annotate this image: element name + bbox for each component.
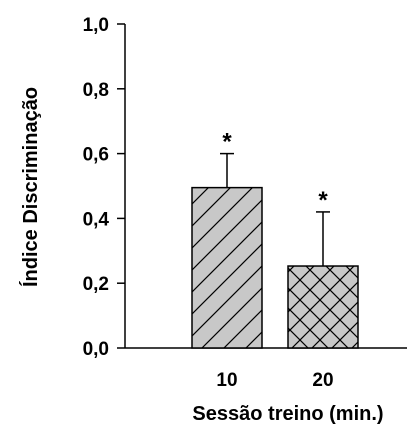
y-tick-label: 1,0	[83, 15, 109, 36]
x-tick-label: 20	[312, 370, 333, 391]
y-tick-label: 0,8	[83, 80, 109, 101]
y-ticks: 0,0 0,2 0,4 0,6 0,8 1,0	[83, 15, 125, 360]
y-tick-label: 0,4	[83, 209, 110, 230]
y-tick-label: 0,2	[83, 274, 109, 295]
y-tick-label: 0,6	[83, 145, 109, 166]
bar-20	[287, 265, 359, 349]
y-tick-label: 0,0	[83, 339, 109, 360]
y-axis-label: Índice Discriminação	[19, 87, 42, 287]
x-tick-labels: 10 20	[216, 370, 333, 391]
x-tick-label: 10	[216, 370, 237, 391]
error-bars	[220, 152, 330, 267]
bar-10	[191, 186, 263, 349]
significance-markers: **	[222, 129, 328, 214]
bars	[191, 186, 359, 349]
x-axis-label: Sessão treino (min.)	[192, 403, 383, 425]
significance-marker: *	[318, 187, 328, 214]
significance-marker: *	[222, 129, 232, 156]
